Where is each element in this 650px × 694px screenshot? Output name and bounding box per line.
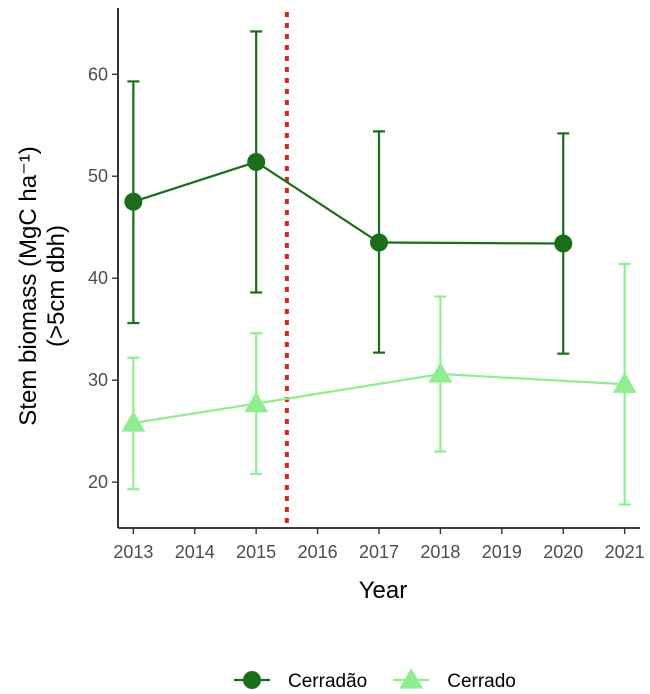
data-point-cerradao [554,234,573,253]
data-point-cerradao [370,233,388,252]
y-axis-title-line2: (>5cm dbh) [43,225,70,347]
x-tick-label: 2018 [420,542,460,562]
legend-label-cerrado: Cerrado [447,671,516,692]
series-layer [121,12,637,528]
y-tick-label: 30 [88,370,108,390]
legend-key-marker-cerrado [399,668,424,689]
x-tick-label: 2020 [543,542,583,562]
series-line-cerrado [133,372,625,425]
data-point-cerradao [124,192,143,211]
x-tick-label: 2021 [605,542,645,562]
x-tick-label: 2013 [113,542,153,562]
x-tick-label: 2019 [482,542,522,562]
legend: Cerradão Cerrado [234,668,516,692]
legend-label-cerradao: Cerradão [288,671,367,692]
x-tick-label: 2016 [298,542,338,562]
data-point-cerradao [247,152,266,171]
data-point-cerrado [121,410,146,432]
y-tick-label: 20 [88,472,108,492]
x-tick-label: 2017 [359,542,399,562]
y-tick-label: 50 [88,166,108,186]
y-axis-title: Stem biomass (MgC ha⁻¹) (>5cm dbh) [15,146,70,425]
legend-key-marker-cerradao [243,671,261,689]
ticks: 20 30 40 50 60 2013 2014 2015 2016 2017 2018 2019 20… [88,64,645,562]
x-tick-label: 2015 [236,542,276,562]
y-tick-label: 60 [88,64,108,84]
x-tick-label: 2014 [175,542,215,562]
data-point-cerrado [612,372,637,393]
data-point-cerrado [428,362,453,383]
data-point-cerrado [244,391,269,413]
x-axis-title: Year [359,577,408,604]
y-axis-title-line1: Stem biomass (MgC ha⁻¹) [15,146,42,425]
y-tick-label: 40 [88,268,108,288]
series-line-cerradao [133,160,564,245]
